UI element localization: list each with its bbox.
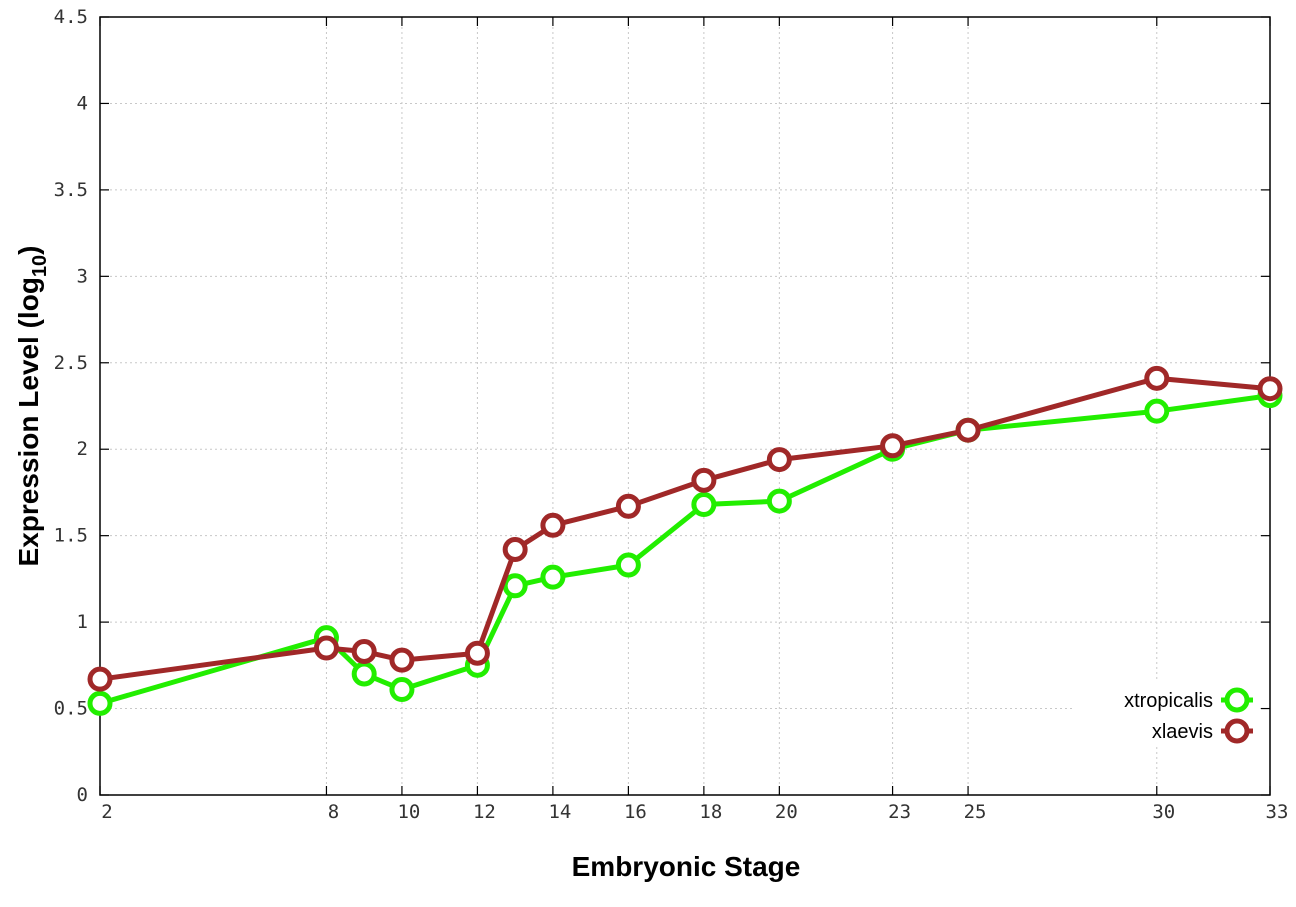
y-tick-label: 4.5 (54, 6, 88, 28)
legend-marker-xlaevis (1224, 718, 1250, 744)
y-tick-label: 1.5 (54, 525, 88, 547)
y-axis-title-subscript: 10 (29, 255, 51, 277)
legend: xtropicalis xlaevis (1072, 681, 1260, 747)
data-point-xlaevis (87, 666, 113, 692)
data-point-xlaevis (313, 635, 339, 661)
data-point-xlaevis (540, 512, 566, 538)
legend-marker-xtropicalis (1224, 687, 1250, 713)
y-tick-label: 2.5 (54, 352, 88, 374)
data-point-xlaevis (502, 536, 528, 562)
x-tick-label: 16 (624, 801, 647, 823)
y-axis-ticks: 0 0.5 1 1.5 2 2.5 3 3.5 4 4.5 (54, 6, 1270, 806)
data-point-xtropicalis (1144, 398, 1170, 424)
data-point-xtropicalis (691, 492, 717, 518)
data-point-xtropicalis (540, 564, 566, 590)
y-tick-label: 1 (77, 611, 88, 633)
plot-frame (99, 16, 1271, 796)
legend-label-xtropicalis: xtropicalis (1124, 690, 1213, 712)
series-xtropicalis (87, 383, 1283, 716)
y-tick-label: 0.5 (54, 698, 88, 720)
x-tick-label: 10 (397, 801, 420, 823)
y-tick-label: 4 (77, 92, 88, 114)
series-line-xlaevis (99, 375, 1271, 682)
y-tick-label: 0 (77, 784, 88, 806)
x-tick-label: 2 (101, 801, 112, 823)
data-point-xlaevis (1144, 365, 1170, 391)
y-axis-title: Expression Level (log10) (13, 246, 51, 567)
x-axis-title: Embryonic Stage (572, 851, 801, 882)
y-tick-label: 2 (77, 438, 88, 460)
y-axis-title-main: Expression Level (log (13, 277, 44, 566)
data-point-xlaevis (1257, 376, 1283, 402)
data-point-xtropicalis (615, 552, 641, 578)
legend-label-xlaevis: xlaevis (1152, 721, 1213, 743)
x-tick-label: 30 (1152, 801, 1175, 823)
series-layer (87, 365, 1283, 716)
x-tick-label: 33 (1266, 801, 1289, 823)
data-point-xlaevis (389, 647, 415, 673)
data-point-xtropicalis (351, 661, 377, 687)
y-tick-label: 3.5 (54, 179, 88, 201)
grid-lines (100, 17, 1270, 795)
x-axis-ticks: 2 8 10 12 14 16 18 20 23 25 30 33 (99, 17, 1289, 823)
data-point-xtropicalis (766, 488, 792, 514)
data-point-xlaevis (691, 467, 717, 493)
data-point-xtropicalis (87, 690, 113, 716)
data-point-xlaevis (880, 433, 906, 459)
x-tick-label: 25 (964, 801, 987, 823)
data-point-xlaevis (464, 640, 490, 666)
x-tick-label: 18 (699, 801, 722, 823)
x-tick-label: 20 (775, 801, 798, 823)
data-point-xlaevis (955, 417, 981, 443)
series-xlaevis (87, 365, 1283, 692)
y-axis-title-close: ) (13, 246, 44, 255)
x-tick-label: 12 (473, 801, 496, 823)
x-tick-label: 14 (548, 801, 571, 823)
data-point-xlaevis (615, 493, 641, 519)
x-tick-label: 8 (328, 801, 339, 823)
data-point-xlaevis (351, 639, 377, 665)
data-point-xlaevis (766, 447, 792, 473)
data-point-xtropicalis (502, 573, 528, 599)
data-point-xtropicalis (389, 677, 415, 703)
x-tick-label: 23 (888, 801, 911, 823)
y-tick-label: 3 (77, 265, 88, 287)
